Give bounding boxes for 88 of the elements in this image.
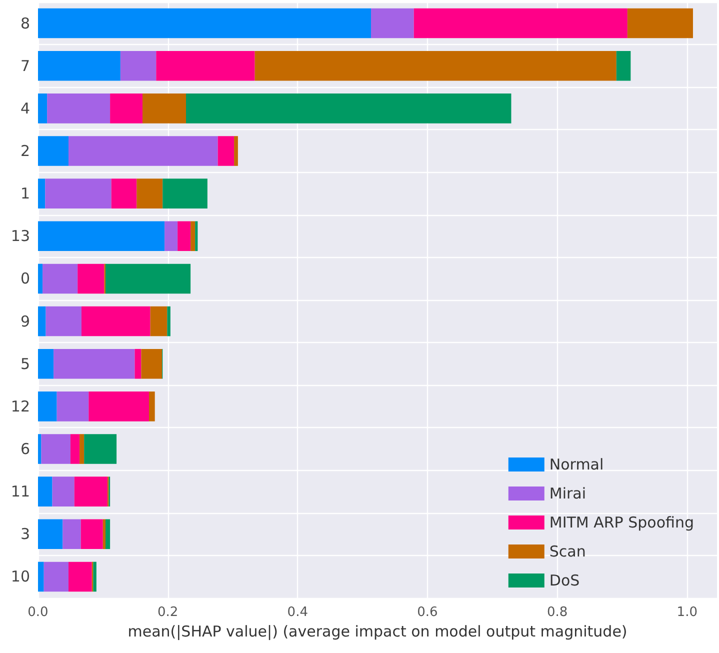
bar	[78, 264, 104, 294]
bar	[84, 434, 117, 464]
bar	[38, 348, 54, 379]
bar	[93, 562, 96, 592]
bar	[38, 306, 46, 336]
bar	[142, 94, 186, 124]
y-tick-label: 6	[20, 440, 30, 458]
bar	[414, 8, 628, 38]
bar	[81, 306, 150, 336]
bar	[190, 221, 196, 252]
bar	[371, 8, 414, 38]
bar	[38, 8, 372, 38]
bar	[120, 50, 156, 81]
bar	[80, 434, 84, 464]
bar	[54, 348, 135, 379]
bar	[150, 306, 168, 336]
bar	[195, 221, 198, 252]
bar	[68, 136, 218, 166]
bar	[38, 562, 44, 592]
x-tick-label: 0.8	[546, 605, 568, 620]
bar	[38, 94, 48, 124]
y-tick-label: 3	[20, 525, 30, 544]
bar	[106, 519, 110, 550]
bar	[38, 136, 69, 166]
bar	[42, 264, 78, 294]
x-tick-label: 0.4	[287, 605, 308, 620]
bar	[62, 519, 81, 550]
bar	[141, 348, 162, 379]
legend-label: Mirai	[549, 484, 586, 502]
bar	[46, 306, 82, 336]
bar	[74, 476, 108, 506]
legend-label: Normal	[549, 456, 604, 474]
bar	[111, 178, 137, 208]
legend-label: DoS	[549, 572, 580, 590]
bar	[38, 476, 52, 506]
bar	[106, 264, 191, 294]
bar	[68, 562, 92, 592]
y-tick-label: 7	[20, 56, 30, 75]
y-tick-label: 10	[10, 568, 30, 586]
bar	[38, 50, 120, 81]
bar	[88, 392, 150, 422]
bar	[41, 434, 70, 464]
x-tick-label: 0.0	[28, 605, 48, 620]
bar	[234, 136, 238, 166]
y-tick-label: 12	[10, 397, 30, 416]
y-tick-label: 5	[20, 354, 30, 373]
bar	[38, 178, 46, 208]
bar	[149, 392, 155, 422]
bar	[52, 476, 74, 506]
bar	[38, 221, 165, 252]
y-tick-label: 13	[10, 227, 30, 246]
legend-label: MITM ARP Spoofing	[549, 514, 694, 532]
bar	[102, 519, 106, 550]
bar	[218, 136, 234, 166]
legend-label: Scan	[549, 542, 586, 560]
bar	[136, 178, 163, 208]
bar	[56, 392, 89, 422]
bar	[167, 306, 170, 336]
bar	[70, 434, 80, 464]
bar	[80, 519, 103, 550]
bar	[186, 94, 512, 124]
bar	[616, 50, 631, 81]
y-tick-label: 0	[20, 270, 30, 288]
bar	[156, 50, 255, 81]
bar	[38, 392, 57, 422]
x-tick-label: 0.6	[417, 605, 438, 620]
x-tick-label: 1.0	[676, 605, 698, 620]
bar	[134, 348, 142, 379]
x-axis-title: mean(|SHAP value|) (average impact on model output magnitude)	[128, 622, 628, 640]
bar	[44, 562, 69, 592]
bar	[178, 221, 191, 252]
bar	[47, 94, 110, 124]
y-tick-label: 2	[20, 142, 30, 160]
bar	[254, 50, 616, 81]
bar	[110, 94, 143, 124]
bar	[45, 178, 112, 208]
bar	[162, 178, 208, 208]
y-tick-label: 1	[20, 184, 30, 203]
bar	[627, 8, 693, 38]
y-tick-label: 11	[10, 482, 30, 501]
bar	[164, 221, 178, 252]
y-tick-label: 4	[20, 99, 30, 118]
bar	[38, 434, 42, 464]
y-tick-label: 9	[20, 312, 30, 330]
bar	[38, 264, 43, 294]
bar	[38, 519, 63, 550]
y-tick-label: 8	[20, 14, 30, 32]
x-tick-label: 0.2	[157, 605, 178, 620]
